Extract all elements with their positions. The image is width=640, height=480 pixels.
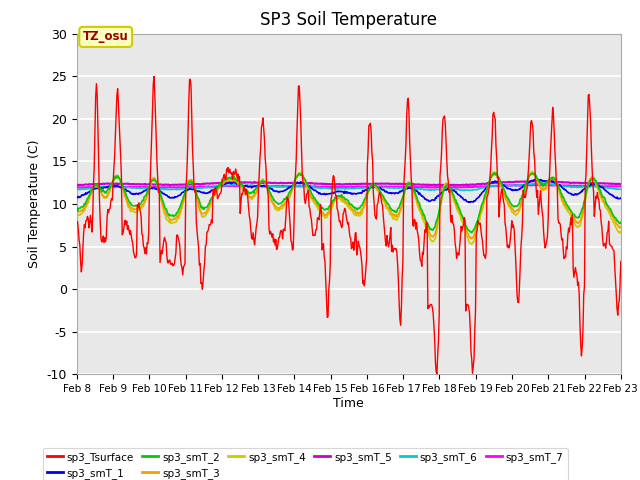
X-axis label: Time: Time [333, 397, 364, 410]
Legend: sp3_Tsurface, sp3_smT_1, sp3_smT_2, sp3_smT_3, sp3_smT_4, sp3_smT_5, sp3_smT_6, : sp3_Tsurface, sp3_smT_1, sp3_smT_2, sp3_… [43, 448, 568, 480]
Text: TZ_osu: TZ_osu [83, 30, 129, 43]
Y-axis label: Soil Temperature (C): Soil Temperature (C) [28, 140, 41, 268]
Title: SP3 Soil Temperature: SP3 Soil Temperature [260, 11, 437, 29]
